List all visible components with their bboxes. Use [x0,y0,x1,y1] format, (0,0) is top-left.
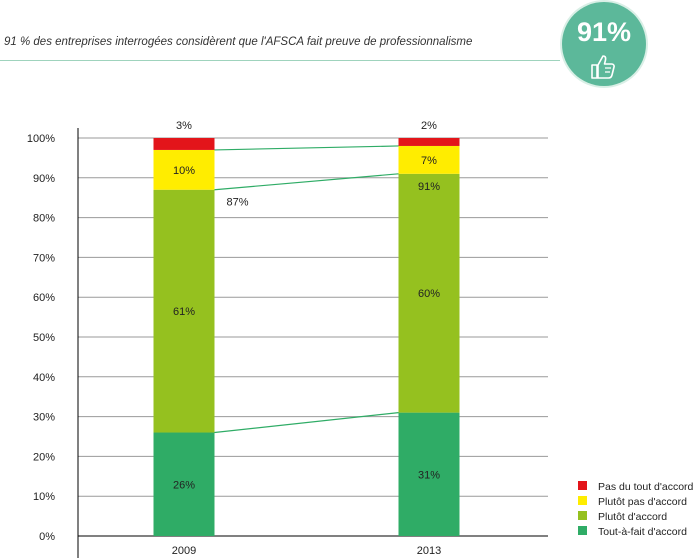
bar-segment [153,432,215,536]
data-label: 61% [173,306,195,318]
legend-label: Plutôt d'accord [598,511,667,523]
bar-segment [398,138,460,146]
data-label: 26% [173,479,195,491]
connector-line [214,173,399,191]
legend-label: Tout-à-fait d'accord [598,526,687,538]
y-tick-label: 60% [33,292,55,304]
data-label: 10% [173,165,195,177]
x-category-label: 2013 [417,545,441,557]
legend-swatch [578,526,587,535]
data-label: 3% [176,120,192,132]
legend-label: Plutôt pas d'accord [598,496,687,508]
legend-swatch [578,496,587,505]
bar-segment [153,138,215,150]
cumulative-annotation: 87% [227,197,249,209]
cumulative-annotation: 91% [418,181,440,193]
bar-segment [398,145,460,174]
legend-swatch [578,511,587,520]
y-tick-label: 80% [33,213,55,225]
y-tick-label: 40% [33,372,55,384]
y-tick-label: 20% [33,451,55,463]
y-tick-label: 0% [39,531,55,543]
header-divider [0,60,560,61]
badge-value: 91% [576,17,632,47]
summary-badge: 91% [562,2,646,86]
bar-segment [398,173,460,413]
y-tick-label: 50% [33,332,55,344]
bar-segment [153,189,215,433]
data-label: 31% [418,469,440,481]
connector-line [214,412,399,434]
bar-segment [398,412,460,536]
y-tick-label: 30% [33,412,55,424]
data-label: 7% [421,155,437,167]
data-label: 2% [421,120,437,132]
thumbs-up-icon [591,55,615,79]
bar-segment [153,149,215,190]
data-label: 60% [418,288,440,300]
y-tick-label: 70% [33,252,55,264]
y-tick-label: 90% [33,173,55,185]
chart-title: 91 % des entreprises interrogées considè… [4,36,473,48]
y-tick-label: 10% [33,491,55,503]
legend-label: Pas du tout d'accord [598,481,694,493]
connector-line [214,145,399,151]
y-tick-label: 100% [27,133,55,145]
x-category-label: 2009 [172,545,196,557]
legend-swatch [578,481,587,490]
